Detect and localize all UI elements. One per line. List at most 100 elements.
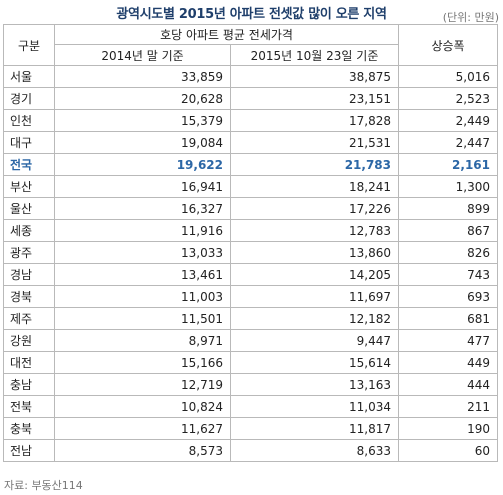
price-2015-cell: 12,783 xyxy=(229,219,400,242)
price-2015-cell: 18,241 xyxy=(229,175,400,198)
price-2015-cell: 11,034 xyxy=(229,395,400,418)
price-2014-cell: 8,573 xyxy=(54,439,231,462)
increase-cell: 211 xyxy=(398,395,499,418)
table-row: 충남 12,719 13,163 444 xyxy=(3,373,499,396)
region-cell: 충북 xyxy=(3,417,55,440)
price-2015-cell: 15,614 xyxy=(229,351,400,374)
price-2014-cell: 11,916 xyxy=(54,219,231,242)
region-cell: 경기 xyxy=(3,87,55,110)
price-2014-cell: 15,379 xyxy=(54,109,231,132)
table-row: 인천 15,379 17,828 2,449 xyxy=(3,109,499,132)
table-row: 광주 13,033 13,860 826 xyxy=(3,241,499,264)
increase-cell: 743 xyxy=(398,263,499,286)
table-row: 울산 16,327 17,226 899 xyxy=(3,197,499,220)
increase-cell: 449 xyxy=(398,351,499,374)
price-2015-cell: 9,447 xyxy=(229,329,400,352)
region-cell: 전북 xyxy=(3,395,55,418)
price-2014-cell: 15,166 xyxy=(54,351,231,374)
region-cell: 대전 xyxy=(3,351,55,374)
table-row: 전국 19,622 21,783 2,161 xyxy=(3,153,499,176)
price-2014-cell: 20,628 xyxy=(54,87,231,110)
price-2014-cell: 11,501 xyxy=(54,307,231,330)
unit-label: (단위: 만원) xyxy=(442,11,499,24)
table-row: 대구 19,084 21,531 2,447 xyxy=(3,131,499,154)
header-2014: 2014년 말 기준 xyxy=(54,44,231,66)
region-cell: 전국 xyxy=(3,153,55,176)
price-2015-cell: 38,875 xyxy=(229,65,400,88)
price-2015-cell: 21,783 xyxy=(229,153,400,176)
price-2014-cell: 16,327 xyxy=(54,197,231,220)
region-cell: 충남 xyxy=(3,373,55,396)
header-increase: 상승폭 xyxy=(398,24,499,66)
jeonse-price-table: 구분 호당 아파트 평균 전세가격 상승폭 2014년 말 기준 2015년 1… xyxy=(3,24,499,462)
increase-cell: 5,016 xyxy=(398,65,499,88)
table-row: 전남 8,573 8,633 60 xyxy=(3,439,499,462)
price-2014-cell: 10,824 xyxy=(54,395,231,418)
region-cell: 경북 xyxy=(3,285,55,308)
price-2015-cell: 17,226 xyxy=(229,197,400,220)
price-2015-cell: 13,163 xyxy=(229,373,400,396)
increase-cell: 190 xyxy=(398,417,499,440)
price-2015-cell: 8,633 xyxy=(229,439,400,462)
price-2014-cell: 13,033 xyxy=(54,241,231,264)
table-row: 대전 15,166 15,614 449 xyxy=(3,351,499,374)
price-2014-cell: 19,622 xyxy=(54,153,231,176)
price-2014-cell: 13,461 xyxy=(54,263,231,286)
price-2014-cell: 33,859 xyxy=(54,65,231,88)
increase-cell: 1,300 xyxy=(398,175,499,198)
increase-cell: 2,449 xyxy=(398,109,499,132)
region-cell: 전남 xyxy=(3,439,55,462)
table-row: 부산 16,941 18,241 1,300 xyxy=(3,175,499,198)
region-cell: 울산 xyxy=(3,197,55,220)
region-cell: 인천 xyxy=(3,109,55,132)
region-cell: 강원 xyxy=(3,329,55,352)
price-2014-cell: 11,003 xyxy=(54,285,231,308)
region-cell: 부산 xyxy=(3,175,55,198)
price-2015-cell: 12,182 xyxy=(229,307,400,330)
header-avg-jeonse-price: 호당 아파트 평균 전세가격 xyxy=(53,24,400,45)
region-cell: 광주 xyxy=(3,241,55,264)
price-2014-cell: 11,627 xyxy=(54,417,231,440)
price-2015-cell: 11,817 xyxy=(229,417,400,440)
increase-cell: 826 xyxy=(398,241,499,264)
price-2015-cell: 17,828 xyxy=(229,109,400,132)
region-cell: 세종 xyxy=(3,219,55,242)
table-row: 경남 13,461 14,205 743 xyxy=(3,263,499,286)
source-note: 자료: 부동산114 xyxy=(4,479,83,492)
price-2015-cell: 23,151 xyxy=(229,87,400,110)
table-row: 경기 20,628 23,151 2,523 xyxy=(3,87,499,110)
table-row: 충북 11,627 11,817 190 xyxy=(3,417,499,440)
region-cell: 서울 xyxy=(3,65,55,88)
region-cell: 경남 xyxy=(3,263,55,286)
price-2015-cell: 13,860 xyxy=(229,241,400,264)
increase-cell: 477 xyxy=(398,329,499,352)
table-row: 전북 10,824 11,034 211 xyxy=(3,395,499,418)
table-body: 서울 33,859 38,875 5,016 경기 20,628 23,151 2,523 인천… xyxy=(3,65,499,462)
price-2014-cell: 19,084 xyxy=(54,131,231,154)
price-2015-cell: 11,697 xyxy=(229,285,400,308)
price-2014-cell: 16,941 xyxy=(54,175,231,198)
table-row: 경북 11,003 11,697 693 xyxy=(3,285,499,308)
increase-cell: 2,161 xyxy=(398,153,499,176)
price-2015-cell: 14,205 xyxy=(229,263,400,286)
price-2014-cell: 8,971 xyxy=(54,329,231,352)
increase-cell: 444 xyxy=(398,373,499,396)
region-cell: 대구 xyxy=(3,131,55,154)
table-title: 광역시도별 2015년 아파트 전셋값 많이 오른 지역 xyxy=(116,7,387,22)
region-cell: 제주 xyxy=(3,307,55,330)
table-row: 서울 33,859 38,875 5,016 xyxy=(3,65,499,88)
increase-cell: 2,447 xyxy=(398,131,499,154)
table-row: 강원 8,971 9,447 477 xyxy=(3,329,499,352)
price-2014-cell: 12,719 xyxy=(54,373,231,396)
header-region: 구분 xyxy=(3,24,55,66)
increase-cell: 693 xyxy=(398,285,499,308)
increase-cell: 899 xyxy=(398,197,499,220)
increase-cell: 867 xyxy=(398,219,499,242)
table-row: 제주 11,501 12,182 681 xyxy=(3,307,499,330)
increase-cell: 2,523 xyxy=(398,87,499,110)
table-row: 세종 11,916 12,783 867 xyxy=(3,219,499,242)
price-2015-cell: 21,531 xyxy=(229,131,400,154)
increase-cell: 60 xyxy=(398,439,499,462)
header-2015: 2015년 10월 23일 기준 xyxy=(229,44,400,66)
increase-cell: 681 xyxy=(398,307,499,330)
